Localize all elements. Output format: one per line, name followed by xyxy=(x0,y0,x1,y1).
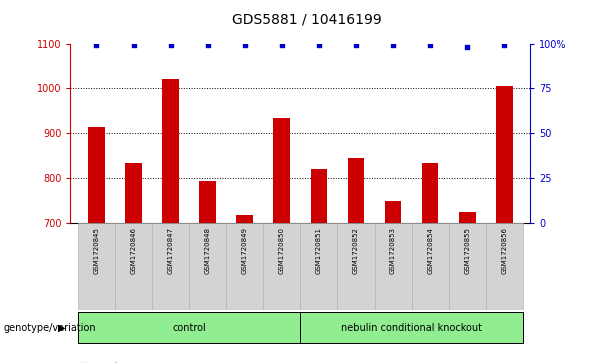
Point xyxy=(462,44,472,50)
Bar xyxy=(237,215,253,223)
Text: GSM1720850: GSM1720850 xyxy=(279,227,285,274)
Text: GSM1720853: GSM1720853 xyxy=(390,227,396,274)
Bar xyxy=(78,312,300,343)
Bar xyxy=(162,79,179,223)
Text: GSM1720848: GSM1720848 xyxy=(205,227,211,274)
Text: GSM1720855: GSM1720855 xyxy=(464,227,470,274)
Point xyxy=(351,42,361,48)
Text: genotype/variation: genotype/variation xyxy=(3,323,96,333)
Bar xyxy=(264,223,300,310)
Bar xyxy=(311,169,327,223)
Text: nebulin conditional knockout: nebulin conditional knockout xyxy=(341,323,482,333)
Point xyxy=(314,42,324,48)
Text: GDS5881 / 10416199: GDS5881 / 10416199 xyxy=(232,13,381,27)
Text: ■: ■ xyxy=(77,362,87,363)
Bar xyxy=(115,223,152,310)
Point xyxy=(277,42,287,48)
Bar xyxy=(375,223,411,310)
Point xyxy=(500,42,509,48)
Point xyxy=(166,42,175,48)
Bar xyxy=(226,223,264,310)
Bar xyxy=(78,223,115,310)
Text: GSM1720846: GSM1720846 xyxy=(131,227,137,274)
Point xyxy=(425,42,435,48)
Bar xyxy=(337,223,375,310)
Point xyxy=(203,42,213,48)
Bar xyxy=(88,127,105,223)
Text: ▶: ▶ xyxy=(58,323,65,333)
Text: GSM1720847: GSM1720847 xyxy=(167,227,173,274)
Bar xyxy=(348,158,364,223)
Bar xyxy=(152,223,189,310)
Bar xyxy=(189,223,226,310)
Bar xyxy=(411,223,449,310)
Bar xyxy=(125,163,142,223)
Point xyxy=(91,42,101,48)
Point xyxy=(240,42,249,48)
Text: GSM1720852: GSM1720852 xyxy=(353,227,359,274)
Point xyxy=(129,42,139,48)
Bar xyxy=(300,223,337,310)
Bar xyxy=(485,223,523,310)
Text: GSM1720854: GSM1720854 xyxy=(427,227,433,274)
Bar xyxy=(422,163,438,223)
Point xyxy=(388,42,398,48)
Text: GSM1720856: GSM1720856 xyxy=(501,227,508,274)
Bar xyxy=(199,182,216,223)
Bar xyxy=(496,86,512,223)
Bar xyxy=(449,223,485,310)
Bar xyxy=(459,212,476,223)
Text: GSM1720849: GSM1720849 xyxy=(242,227,248,274)
Bar xyxy=(385,201,402,223)
Text: GSM1720851: GSM1720851 xyxy=(316,227,322,274)
Text: count: count xyxy=(92,362,120,363)
Bar xyxy=(273,118,290,223)
Text: control: control xyxy=(172,323,206,333)
Text: GSM1720845: GSM1720845 xyxy=(93,227,99,274)
Bar xyxy=(300,312,523,343)
